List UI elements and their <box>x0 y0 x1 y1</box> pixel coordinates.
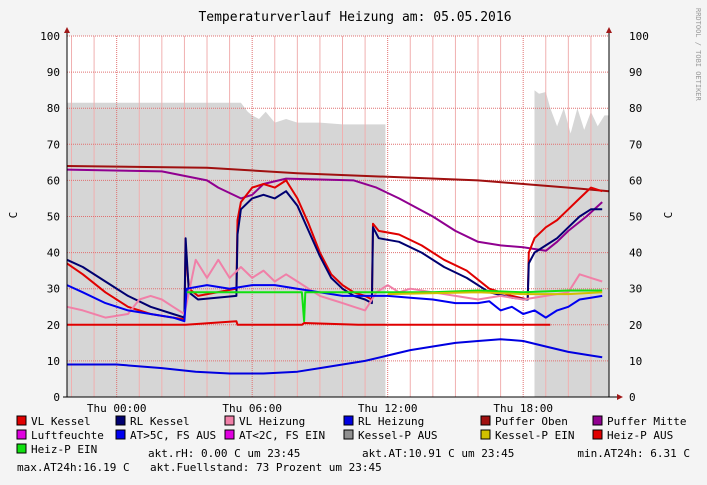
y-tick-label-right: 10 <box>629 355 642 368</box>
legend-swatch <box>592 415 603 426</box>
legend-label: Luftfeuchte <box>31 429 104 442</box>
status-at: akt.AT:10.91 C um 23:45 <box>362 447 514 460</box>
y-tick-label-right: 80 <box>629 102 642 115</box>
legend-item-heiz-p-aus: Heiz-P AUS <box>592 429 673 442</box>
legend-label: AT>5C, FS AUS <box>130 429 216 442</box>
y-tick-label-left: 70 <box>47 138 60 151</box>
y-tick-label-left: 60 <box>47 174 60 187</box>
series-line-kessel-p-ein <box>387 291 603 296</box>
legend-item-vl-heizung: VL Heizung <box>224 415 305 428</box>
y-tick-label-right: 20 <box>629 319 642 332</box>
y-tick-label-left: 80 <box>47 102 60 115</box>
legend-label: Kessel-P EIN <box>495 429 574 442</box>
y-tick-label-right: 90 <box>629 66 642 79</box>
x-tick-label: Thu 06:00 <box>222 402 282 415</box>
series-line-at-5c-fs-aus <box>66 284 603 323</box>
legend-label: Kessel-P AUS <box>358 429 437 442</box>
series-line-rl-heizung <box>67 338 603 375</box>
y-tick-label-right: 60 <box>629 174 642 187</box>
legend-swatch <box>480 429 491 440</box>
y-axis-arrow-right <box>606 27 612 33</box>
legend-label: VL Kessel <box>31 415 91 428</box>
status-lines: akt.rH: 0.00 C um 23:45 akt.AT:10.91 C u… <box>17 447 690 474</box>
legend-swatch <box>224 415 235 426</box>
series-lines <box>66 165 610 375</box>
watermark: RRDTOOL / TOBI OETIKER <box>694 8 702 102</box>
legend-swatch <box>16 429 27 440</box>
y-tick-label-right: 40 <box>629 247 642 260</box>
legend-item-rl-heizung: RL Heizung <box>343 415 424 428</box>
legend-item-luftfeuchte: Luftfeuchte <box>16 429 104 442</box>
legend-item-puffer-oben: Puffer Oben <box>480 415 568 428</box>
series-line-heiz-p-ein <box>186 289 603 323</box>
y-tick-label-left: 100 <box>40 30 60 43</box>
y-tick-labels: 0 0 10 10 20 20 30 30 40 40 50 50 60 60 70 70 80 80 90 90 10… <box>40 30 649 404</box>
legend-swatch <box>16 443 27 454</box>
series-line-vl-heizung <box>66 258 603 319</box>
legend-item-at-2c-fs-ein: AT<2C, FS EIN <box>224 429 325 442</box>
x-tick-label: Thu 18:00 <box>493 402 553 415</box>
status-min-at: min.AT24h: 6.31 C <box>577 447 690 460</box>
legend-label: RL Kessel <box>130 415 190 428</box>
legend-label: VL Heizung <box>239 415 305 428</box>
y-axis-label-left: C <box>7 212 20 219</box>
series-line-rl-kessel <box>66 190 603 319</box>
legend-label: Puffer Oben <box>495 415 568 428</box>
y-axis-label-right: C <box>662 212 675 219</box>
legend-swatch <box>343 429 354 440</box>
series-line-heiz-p-aus <box>67 320 551 326</box>
legend-label: Heiz-P EIN <box>31 443 97 456</box>
status-max-at: max.AT24h:16.19 C <box>17 461 130 474</box>
y-tick-label-right: 0 <box>629 391 636 404</box>
legend-item-kessel-p-ein: Kessel-P EIN <box>480 429 574 442</box>
status-rh: akt.rH: 0.00 C um 23:45 <box>148 447 300 460</box>
legend-label: RL Heizung <box>358 415 424 428</box>
series-line-puffer-oben <box>66 165 610 193</box>
legend-swatch <box>224 429 235 440</box>
y-axis-arrow-left <box>64 27 70 33</box>
legend-item-puffer-mitte: Puffer Mitte <box>592 415 686 428</box>
legend-item-at-5c-fs-aus: AT>5C, FS AUS <box>115 429 216 442</box>
legend-swatch <box>115 415 126 426</box>
y-tick-label-left: 50 <box>47 211 60 224</box>
series-line-puffer-mitte <box>66 168 603 252</box>
legend-swatch <box>592 429 603 440</box>
y-tick-label-left: 10 <box>47 355 60 368</box>
legend-item-vl-kessel: VL Kessel <box>16 415 91 428</box>
y-tick-label-right: 100 <box>629 30 649 43</box>
y-tick-label-left: 0 <box>53 391 60 404</box>
y-tick-label-left: 30 <box>47 283 60 296</box>
chart-title: Temperaturverlauf Heizung am: 05.05.2016 <box>198 10 511 25</box>
x-tick-label: Thu 12:00 <box>358 402 418 415</box>
y-tick-label-right: 50 <box>629 211 642 224</box>
axes <box>63 27 623 400</box>
y-tick-label-right: 70 <box>629 138 642 151</box>
legend-item-kessel-p-aus: Kessel-P AUS <box>343 429 437 442</box>
legend-swatch <box>16 415 27 426</box>
y-tick-label-left: 40 <box>47 247 60 260</box>
y-tick-label-right: 30 <box>629 283 642 296</box>
legend-item-heiz-p-ein: Heiz-P EIN <box>16 443 97 456</box>
x-axis-arrow <box>617 394 623 400</box>
x-tick-labels: Thu 00:00 Thu 06:00 Thu 12:00 Thu 18:00 <box>87 402 553 415</box>
legend-swatch <box>343 415 354 426</box>
legend-label: Puffer Mitte <box>607 415 686 428</box>
x-tick-label: Thu 00:00 <box>87 402 147 415</box>
legend-item-rl-kessel: RL Kessel <box>115 415 190 428</box>
status-fuellstand: akt.Fuellstand: 73 Prozent um 23:45 <box>150 461 382 474</box>
y-tick-label-left: 90 <box>47 66 60 79</box>
grid <box>67 35 609 398</box>
legend-swatch <box>480 415 491 426</box>
y-tick-label-left: 20 <box>47 319 60 332</box>
legend-label: Heiz-P AUS <box>607 429 673 442</box>
legend-swatch <box>115 429 126 440</box>
legend-label: AT<2C, FS EIN <box>239 429 325 442</box>
